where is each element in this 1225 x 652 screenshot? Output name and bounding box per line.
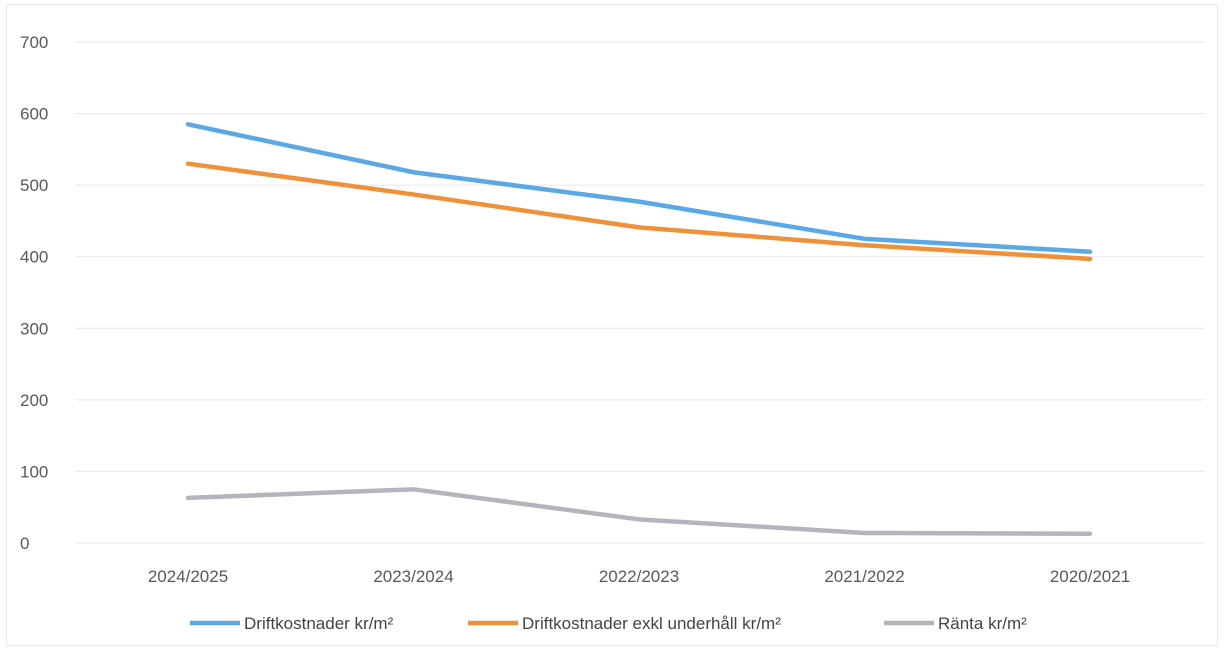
legend-label: Driftkostnader kr/m² [244, 614, 394, 633]
x-tick-label: 2023/2024 [373, 567, 453, 586]
legend-label: Ränta kr/m² [938, 614, 1027, 633]
y-tick-label: 700 [20, 33, 48, 52]
series-line-3 [185, 487, 1093, 536]
x-tick-label: 2020/2021 [1050, 567, 1130, 586]
chart-frame [6, 4, 1218, 646]
x-tick-label: 2021/2022 [824, 567, 904, 586]
y-tick-label: 300 [20, 319, 48, 338]
legend-label: Driftkostnader exkl underhåll kr/m² [522, 614, 781, 633]
y-tick-label: 100 [20, 462, 48, 481]
y-tick-label: 200 [20, 391, 48, 410]
y-tick-label: 400 [20, 248, 48, 267]
y-tick-label: 0 [20, 534, 29, 553]
x-tick-label: 2022/2023 [599, 567, 679, 586]
x-tick-label: 2024/2025 [148, 567, 228, 586]
y-tick-label: 500 [20, 176, 48, 195]
series-line-1 [185, 122, 1093, 254]
y-tick-label: 600 [20, 105, 48, 124]
